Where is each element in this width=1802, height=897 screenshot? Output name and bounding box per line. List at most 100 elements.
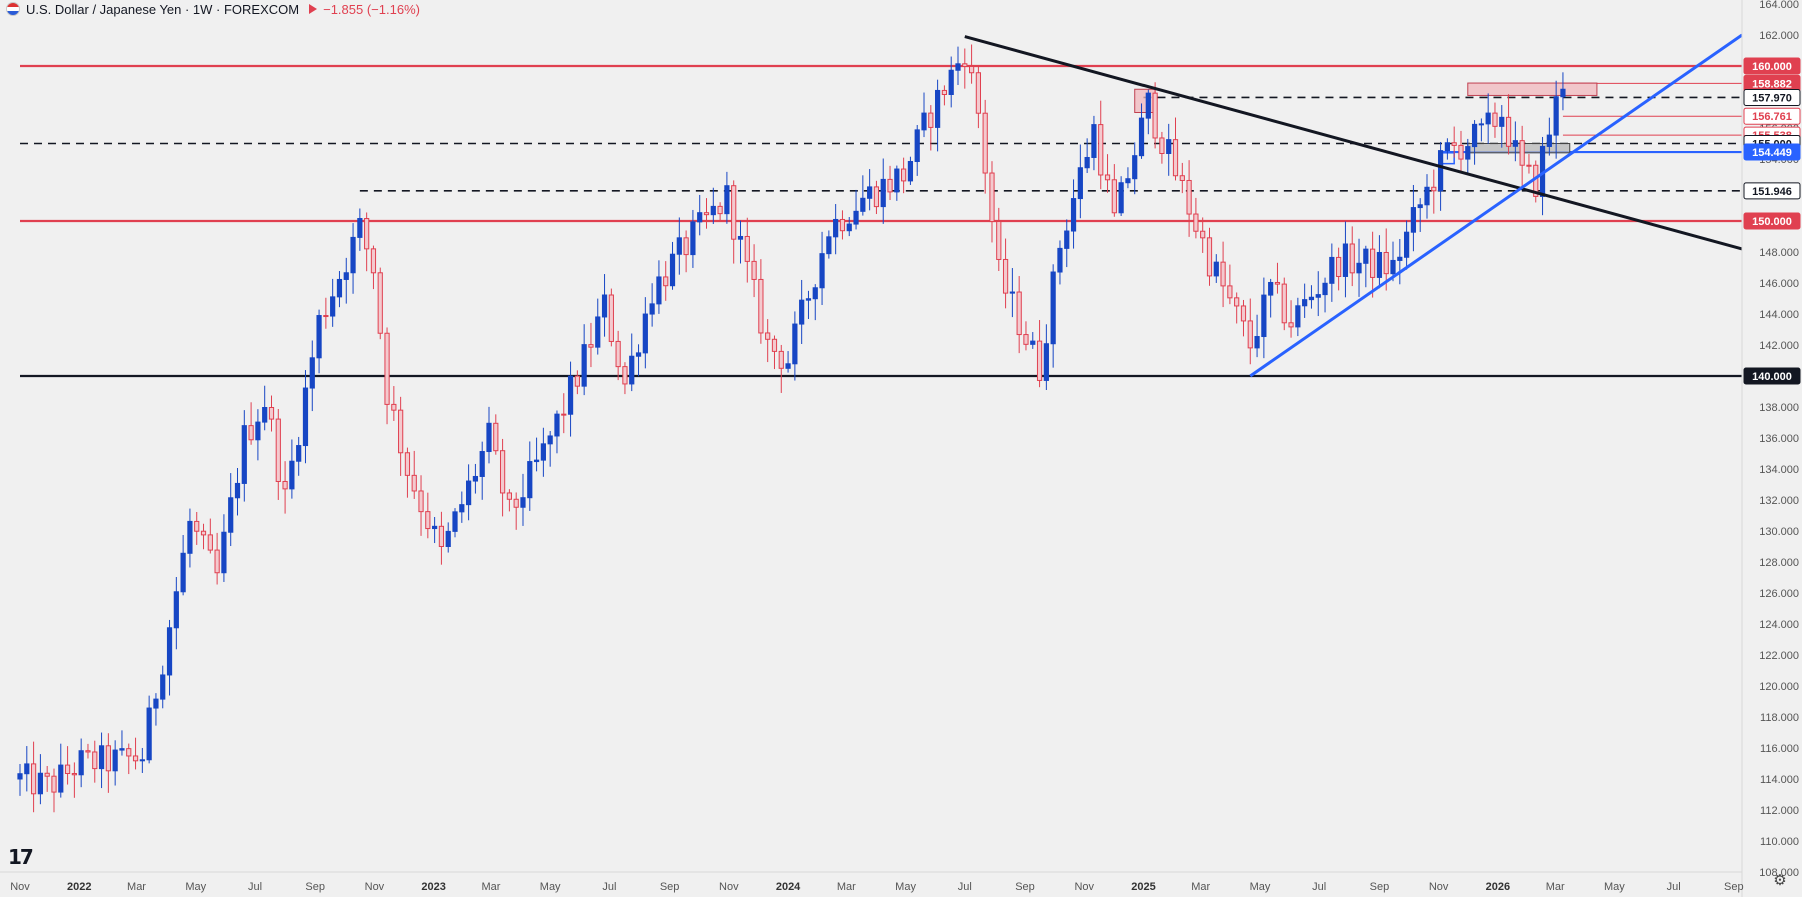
price-tick-label: 108.000: [1759, 867, 1799, 879]
price-change: −1.855 (−1.16%): [323, 1, 420, 17]
candle-body: [547, 435, 553, 445]
candle-body: [126, 748, 132, 757]
candle-body: [839, 218, 846, 232]
candle-body: [860, 197, 866, 212]
time-tick-label: Jul: [1312, 881, 1326, 893]
candle-body: [207, 534, 213, 551]
candle-body: [432, 525, 438, 530]
candle-body: [533, 459, 540, 463]
level-label-box: [1743, 182, 1801, 200]
symbol-title[interactable]: U.S. Dollar / Japanese Yen · 1W · FOREXC…: [26, 1, 300, 17]
candle-body: [1084, 156, 1090, 169]
price-tick-label: 138.000: [1759, 402, 1799, 414]
candle-body: [785, 363, 791, 369]
price-tick-label: 128.000: [1759, 557, 1799, 569]
price-tick-label: 132.000: [1759, 495, 1799, 507]
candle-body: [323, 315, 329, 318]
candle-body: [1356, 262, 1362, 274]
candle-body: [1213, 261, 1219, 277]
candle-body: [180, 552, 186, 593]
time-tick-label: Mar: [127, 881, 146, 893]
candle-body: [968, 65, 975, 74]
candle-body: [472, 475, 479, 482]
price-tick-label: 114.000: [1760, 774, 1799, 786]
candle-body: [1132, 155, 1138, 180]
time-tick-label: Mar: [1191, 881, 1210, 893]
candle-body: [44, 772, 50, 777]
time-tick-label: 2023: [421, 881, 445, 893]
candle-body: [669, 253, 676, 287]
candle-body: [1125, 178, 1131, 184]
settings-gear-icon[interactable]: ⚙: [1773, 871, 1787, 889]
us-flag-icon: [6, 2, 20, 16]
price-tick-label: 130.000: [1759, 526, 1799, 538]
tradingview-logo-icon[interactable]: 17: [8, 845, 34, 869]
candle-body: [1016, 291, 1022, 336]
price-tick-label: 144.000: [1759, 309, 1799, 321]
candle-body: [690, 221, 696, 256]
level-label-box: [1743, 107, 1801, 125]
candle-body: [656, 276, 662, 305]
candle-body: [928, 112, 934, 128]
time-tick-label: Nov: [1074, 881, 1094, 893]
level-label-box: [1743, 143, 1801, 161]
time-tick-label: Jul: [248, 881, 262, 893]
candle-body: [1397, 256, 1403, 261]
level-label-text: 140.000: [1752, 371, 1792, 383]
candle-body: [37, 772, 43, 795]
level-label-text: 151.946: [1752, 186, 1792, 198]
price-tick-label: 112.000: [1760, 805, 1799, 817]
candle-body: [1240, 305, 1247, 322]
candle-body: [119, 748, 125, 751]
price-tick-label: 126.000: [1759, 588, 1799, 600]
time-tick-label: May: [1604, 881, 1625, 893]
candle-body: [398, 409, 404, 454]
candle-body: [1417, 204, 1423, 209]
candle-body: [1077, 167, 1083, 200]
price-tick-label: 162.000: [1759, 30, 1799, 42]
candle-body: [1295, 305, 1301, 328]
candle-body: [1186, 179, 1192, 215]
time-tick-label: Jul: [958, 881, 972, 893]
candle-body: [166, 627, 173, 676]
candle-body: [466, 480, 472, 506]
candle-body: [336, 278, 343, 298]
time-tick-label: May: [895, 881, 916, 893]
candle-body: [330, 296, 336, 317]
candle-body: [425, 511, 431, 530]
price-tick-label: 142.000: [1759, 340, 1799, 352]
price-tick-label: 118.000: [1760, 712, 1799, 724]
candle-body: [1349, 243, 1355, 274]
candle-body: [391, 403, 397, 411]
candle-body: [262, 406, 268, 423]
candle-body: [941, 89, 948, 96]
candle-body: [459, 504, 465, 513]
candle-body: [316, 315, 322, 359]
candle-body: [438, 525, 445, 547]
candle-body: [778, 350, 784, 369]
price-tick-label: 110.000: [1760, 836, 1799, 848]
candle-body: [629, 355, 635, 385]
candle-body: [1424, 186, 1430, 206]
candle-body: [343, 272, 349, 280]
candle-body: [1322, 282, 1328, 296]
candle-body: [71, 773, 77, 776]
candle-body: [914, 129, 920, 162]
candle-body: [1152, 92, 1158, 139]
time-tick-label: May: [1250, 881, 1271, 893]
candle-body: [105, 745, 111, 772]
time-axis[interactable]: Nov 2022 Mar May Jul Sep Nov 2023 Mar May Jul Sep No…: [0, 871, 1744, 893]
candle-body: [98, 745, 105, 770]
candle-body: [1499, 116, 1505, 127]
candle-body: [241, 425, 247, 484]
candle-body: [1302, 299, 1308, 307]
candle-body: [160, 674, 166, 700]
candle-body: [1193, 213, 1199, 232]
time-tick-label: May: [540, 881, 561, 893]
candle-body: [282, 480, 288, 490]
candle-body: [479, 451, 485, 477]
time-tick-label: Sep: [1724, 881, 1744, 893]
candle-body: [710, 205, 716, 216]
level-label-text: 158.882: [1752, 78, 1792, 90]
